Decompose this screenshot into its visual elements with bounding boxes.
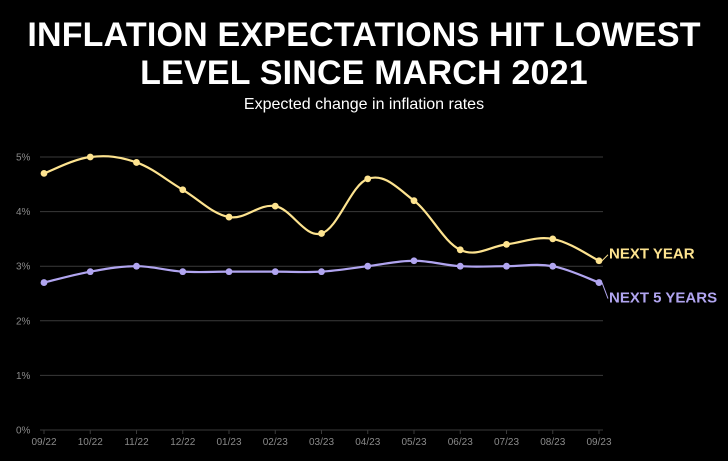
data-point (364, 175, 372, 183)
y-tick-label: 5% (16, 153, 31, 164)
label-leader-line (601, 254, 609, 262)
y-tick-label: 2% (16, 316, 31, 327)
x-tick-label: 12/22 (170, 437, 195, 448)
data-point (503, 262, 510, 270)
data-point (549, 235, 557, 243)
x-tick-label: 01/23 (216, 437, 241, 448)
data-point (549, 262, 557, 270)
label-leader-line (601, 282, 609, 299)
data-point (364, 262, 372, 270)
x-tick-label: 11/22 (124, 437, 149, 448)
series-line-next-year (43, 155, 600, 262)
x-tick-label: 08/23 (540, 437, 565, 448)
x-tick-label: 04/23 (355, 437, 380, 448)
x-tick-label: 10/22 (78, 437, 103, 448)
data-point (456, 262, 464, 270)
data-point (179, 268, 187, 276)
data-point (225, 268, 233, 276)
x-tick-label: 06/23 (448, 437, 473, 448)
data-point (133, 262, 140, 270)
data-point (133, 159, 140, 166)
data-point (595, 257, 603, 265)
data-point (179, 186, 187, 194)
series-label-next-5-years: NEXT 5 YEARS (609, 290, 717, 307)
data-point (410, 257, 418, 265)
series-label-next-year: NEXT YEAR (609, 246, 695, 263)
data-point (86, 153, 94, 161)
x-tick-label: 03/23 (309, 437, 334, 448)
y-tick-label: 3% (16, 262, 31, 273)
data-point (456, 246, 464, 254)
data-point (86, 268, 94, 276)
chart-subtitle: Expected change in inflation rates (243, 96, 485, 113)
y-tick-label: 0% (16, 426, 31, 437)
data-point (595, 279, 603, 286)
y-tick-label: 1% (16, 371, 31, 382)
data-point (40, 279, 48, 286)
x-tick-label: 09/23 (586, 437, 611, 448)
data-point (271, 202, 279, 210)
data-point (410, 197, 418, 205)
data-point (40, 169, 48, 177)
data-point (318, 230, 325, 237)
chart-title: INFLATION EXPECTATIONS HIT LOWEST LEVEL … (27, 16, 701, 92)
data-point (318, 268, 325, 276)
x-tick-label: 02/23 (263, 437, 288, 448)
y-tick-label: 4% (16, 207, 31, 218)
x-tick-label: 07/23 (494, 437, 519, 448)
data-point (503, 240, 510, 248)
data-point (271, 268, 279, 276)
x-tick-label: 05/23 (401, 437, 426, 448)
x-tick-label: 09/22 (31, 437, 56, 448)
data-point (225, 213, 233, 221)
